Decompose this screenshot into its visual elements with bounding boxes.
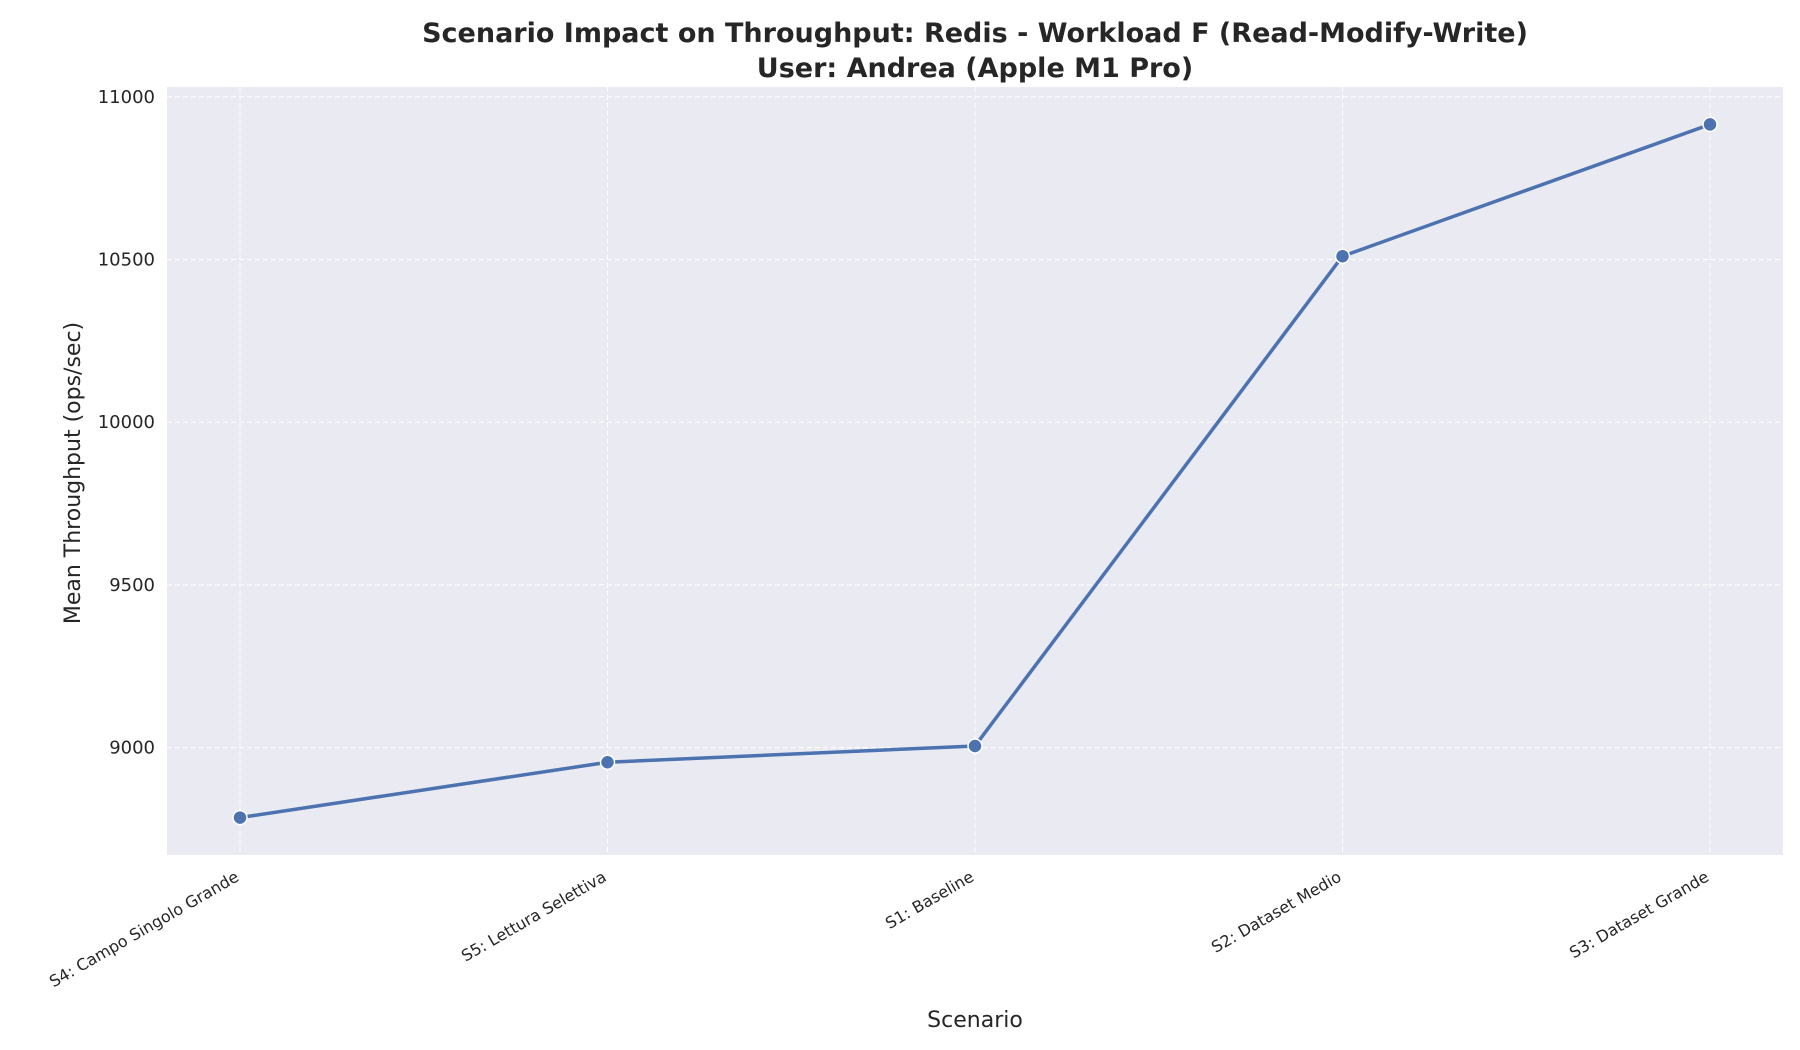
data-point [232,809,248,826]
x-tick-label: S3: Dataset Grande [1566,867,1712,962]
y-tick-label: 11000 [98,87,155,108]
x-axis-ticks: S4: Campo Singolo Grande S5: Lettura Sele… [46,867,1712,991]
x-axis-label: Scenario [927,1008,1023,1033]
x-tick-label: S4: Campo Singolo Grande [46,867,242,991]
chart-subtitle: User: Andrea (Apple M1 Pro) [757,53,1193,84]
x-tick-label: S5: Lettura Selettiva [458,867,610,965]
y-axis-ticks: 9000 9500 10000 10500 11000 [98,87,155,759]
y-tick-label: 9000 [109,738,155,759]
y-tick-label: 10500 [98,249,155,270]
y-axis-label: Mean Throughput (ops/sec) [61,322,86,624]
series-throughput [232,116,1718,826]
chart-title: Scenario Impact on Throughput: Redis - W… [422,18,1528,49]
data-point [1334,248,1351,264]
y-tick-label: 9500 [109,575,155,596]
y-tick-label: 10000 [98,412,155,433]
data-point [599,754,616,771]
data-point [967,738,983,754]
x-tick-label: S1: Baseline [882,867,977,933]
data-point [1702,116,1718,133]
x-tick-label: S2: Dataset Medio [1208,867,1344,957]
